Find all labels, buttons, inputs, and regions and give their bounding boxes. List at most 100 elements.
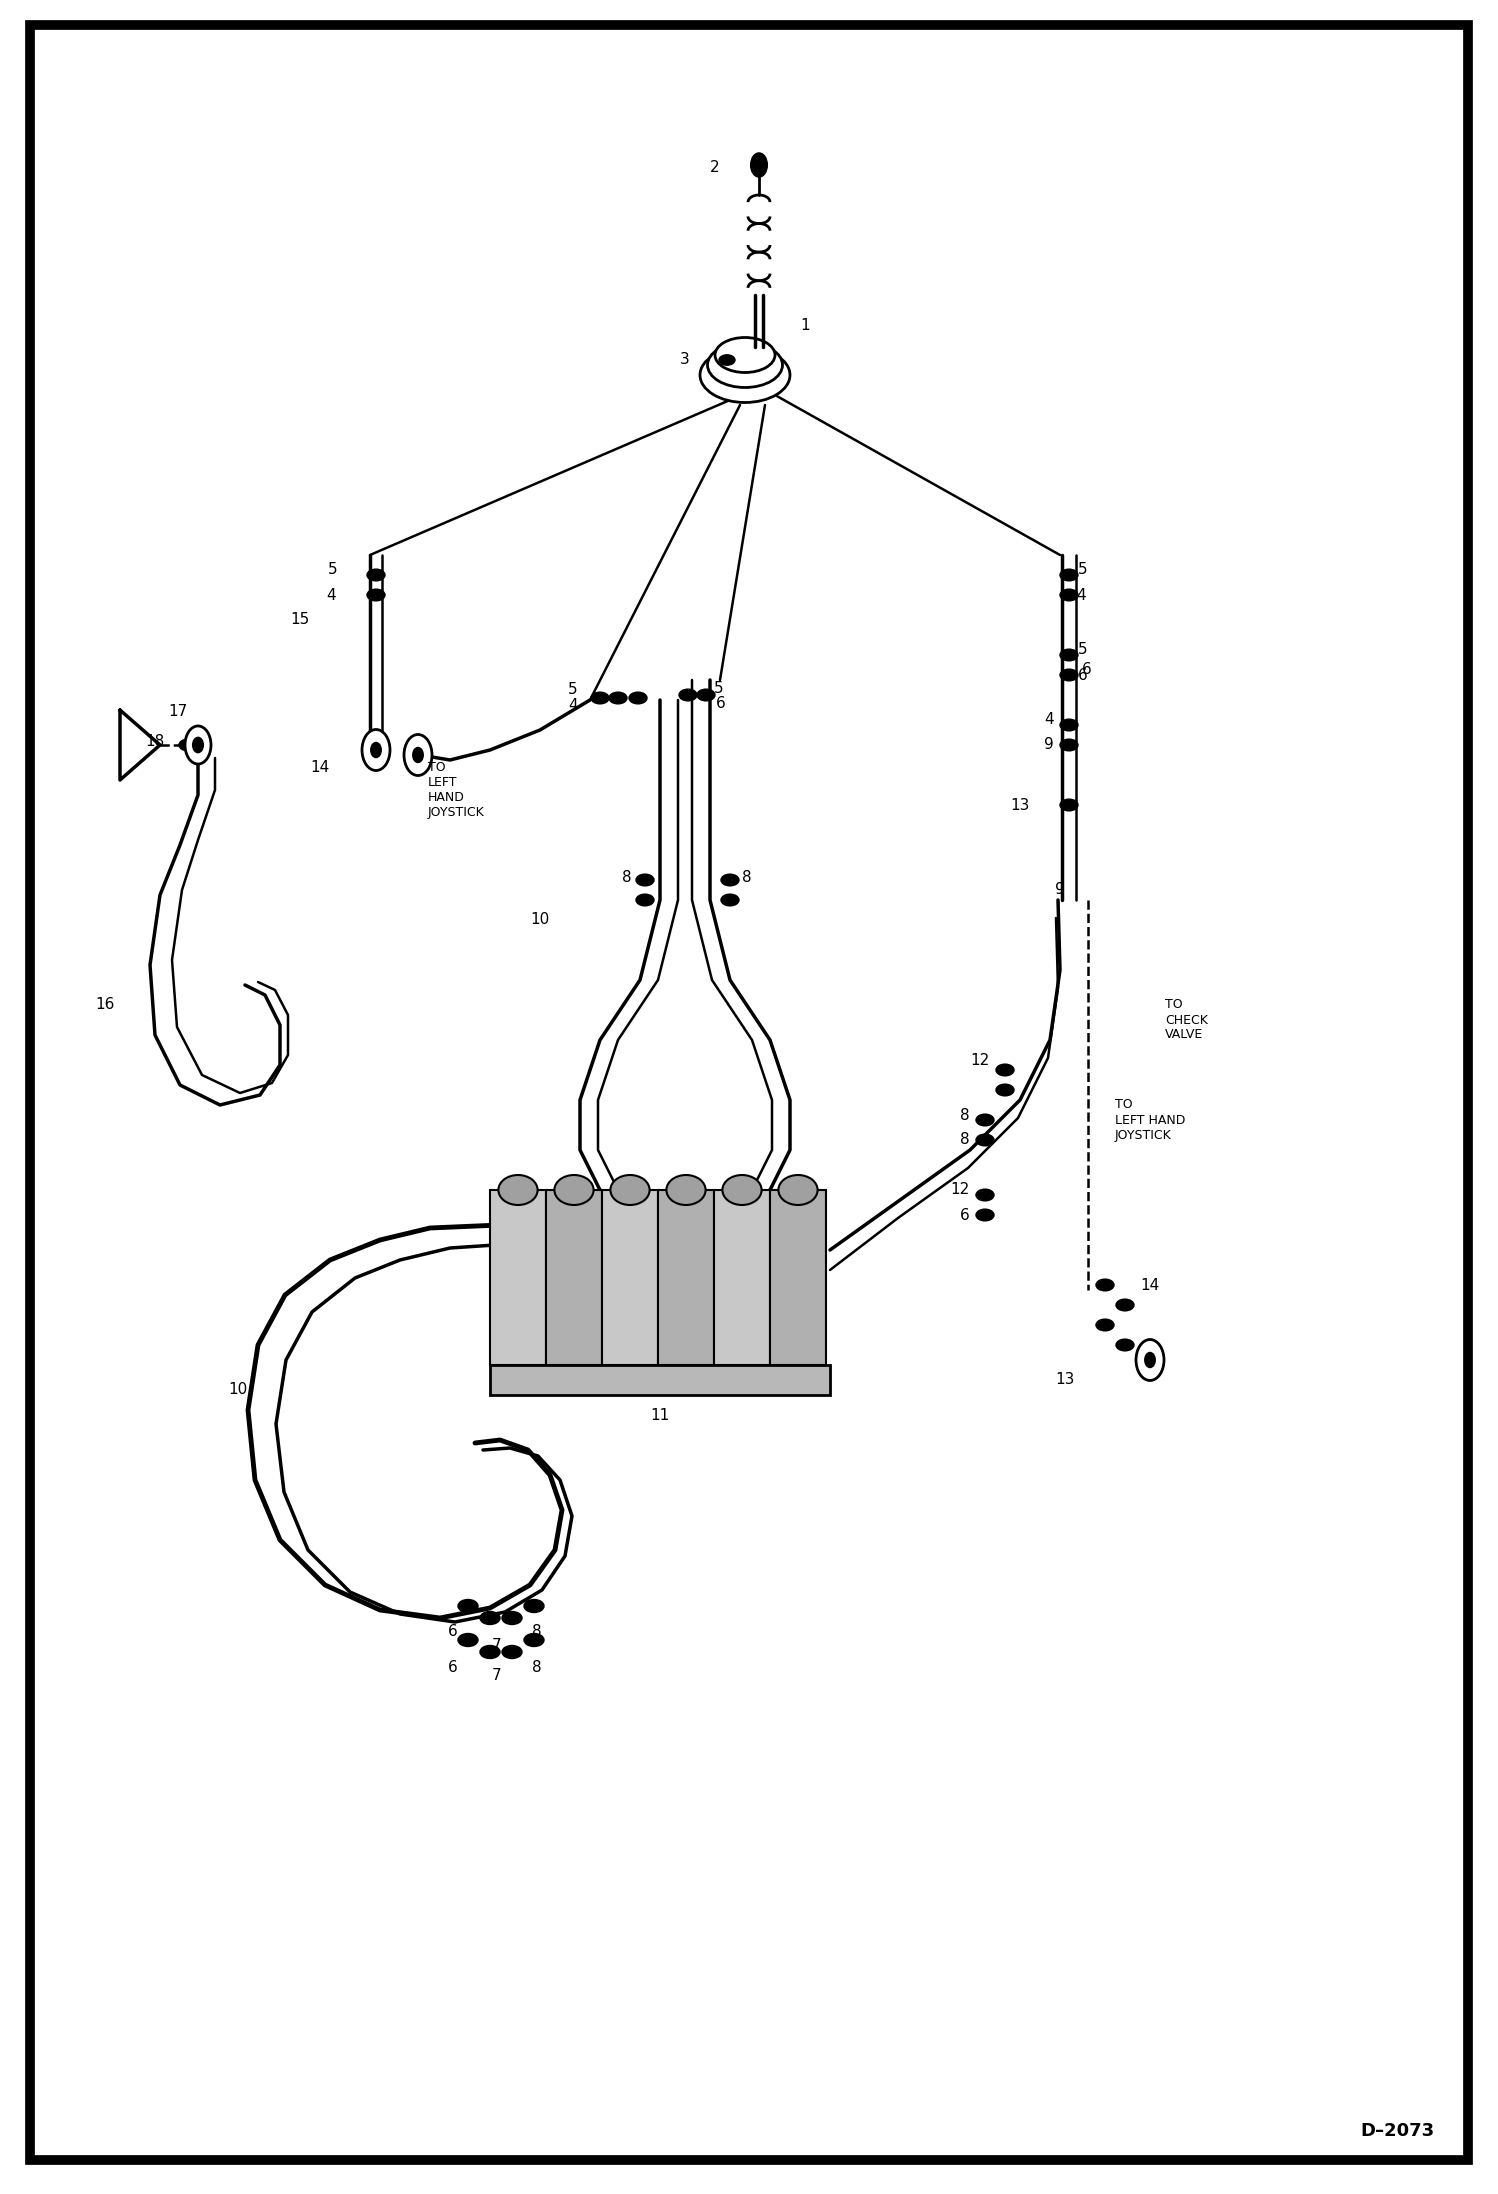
Ellipse shape bbox=[707, 342, 782, 388]
Text: 8: 8 bbox=[742, 869, 752, 884]
Ellipse shape bbox=[524, 1635, 544, 1646]
Text: 5: 5 bbox=[568, 682, 578, 698]
Ellipse shape bbox=[679, 689, 697, 700]
Ellipse shape bbox=[524, 1599, 544, 1613]
Text: 9: 9 bbox=[1044, 737, 1053, 753]
Text: 11: 11 bbox=[650, 1409, 670, 1422]
Ellipse shape bbox=[554, 1176, 593, 1205]
Ellipse shape bbox=[779, 1176, 818, 1205]
Ellipse shape bbox=[722, 1176, 761, 1205]
Ellipse shape bbox=[458, 1599, 478, 1613]
Text: 5: 5 bbox=[328, 562, 337, 577]
Ellipse shape bbox=[629, 691, 647, 704]
Ellipse shape bbox=[1116, 1338, 1134, 1352]
Ellipse shape bbox=[977, 1189, 995, 1200]
Bar bbox=[490, 1189, 545, 1365]
Ellipse shape bbox=[1061, 568, 1079, 581]
Text: TO
LEFT
HAND
JOYSTICK: TO LEFT HAND JOYSTICK bbox=[428, 761, 485, 818]
Ellipse shape bbox=[637, 873, 655, 886]
Bar bbox=[715, 1189, 770, 1365]
Text: 9: 9 bbox=[1055, 882, 1065, 897]
Text: 8: 8 bbox=[960, 1132, 969, 1147]
Circle shape bbox=[750, 154, 767, 178]
Ellipse shape bbox=[637, 895, 655, 906]
Text: 14: 14 bbox=[310, 761, 330, 774]
Ellipse shape bbox=[1061, 799, 1079, 812]
Bar bbox=[770, 1189, 825, 1365]
Circle shape bbox=[1135, 1341, 1164, 1380]
Text: 13: 13 bbox=[1055, 1373, 1074, 1387]
Text: 1: 1 bbox=[800, 318, 809, 333]
Text: 8: 8 bbox=[960, 1108, 969, 1123]
Ellipse shape bbox=[1097, 1279, 1115, 1290]
Ellipse shape bbox=[499, 1176, 538, 1205]
Text: TO
CHECK
VALVE: TO CHECK VALVE bbox=[1165, 998, 1207, 1042]
Ellipse shape bbox=[1061, 720, 1079, 731]
Text: 10: 10 bbox=[530, 913, 550, 928]
Circle shape bbox=[372, 744, 380, 757]
Circle shape bbox=[193, 737, 204, 753]
Text: 5: 5 bbox=[715, 680, 724, 695]
Bar bbox=[490, 1365, 830, 1395]
Circle shape bbox=[1144, 1354, 1155, 1367]
Ellipse shape bbox=[977, 1209, 995, 1220]
Text: 6: 6 bbox=[716, 695, 725, 711]
Ellipse shape bbox=[610, 691, 628, 704]
Circle shape bbox=[363, 728, 389, 770]
Ellipse shape bbox=[458, 1635, 478, 1646]
Text: 8: 8 bbox=[622, 869, 632, 884]
Circle shape bbox=[413, 748, 422, 761]
Ellipse shape bbox=[700, 347, 789, 402]
Text: 3: 3 bbox=[680, 353, 689, 369]
Ellipse shape bbox=[1116, 1299, 1134, 1310]
Ellipse shape bbox=[1061, 669, 1079, 680]
Ellipse shape bbox=[667, 1176, 706, 1205]
Text: 6: 6 bbox=[1079, 667, 1088, 682]
Text: 6: 6 bbox=[1082, 663, 1092, 678]
Text: 2: 2 bbox=[710, 160, 719, 176]
Ellipse shape bbox=[178, 739, 198, 750]
Ellipse shape bbox=[721, 873, 739, 886]
Text: 8: 8 bbox=[532, 1624, 542, 1639]
Ellipse shape bbox=[719, 355, 736, 364]
Ellipse shape bbox=[977, 1115, 995, 1126]
Text: 14: 14 bbox=[1140, 1277, 1159, 1292]
Text: 13: 13 bbox=[1010, 796, 1029, 812]
Ellipse shape bbox=[996, 1084, 1014, 1095]
Text: TO
LEFT HAND
JOYSTICK: TO LEFT HAND JOYSTICK bbox=[1115, 1099, 1185, 1141]
Ellipse shape bbox=[367, 568, 385, 581]
Circle shape bbox=[404, 735, 431, 774]
Text: 6: 6 bbox=[448, 1661, 458, 1676]
Text: 8: 8 bbox=[532, 1661, 542, 1676]
Text: 4: 4 bbox=[1044, 713, 1053, 728]
Ellipse shape bbox=[1097, 1319, 1115, 1332]
Text: 6: 6 bbox=[448, 1624, 458, 1639]
Ellipse shape bbox=[479, 1646, 500, 1659]
Ellipse shape bbox=[996, 1064, 1014, 1075]
Ellipse shape bbox=[1061, 590, 1079, 601]
Ellipse shape bbox=[697, 689, 715, 700]
Text: 7: 7 bbox=[491, 1667, 502, 1683]
Text: 12: 12 bbox=[950, 1183, 969, 1198]
Bar bbox=[545, 1189, 602, 1365]
Ellipse shape bbox=[977, 1134, 995, 1145]
Bar bbox=[602, 1189, 658, 1365]
Text: 4: 4 bbox=[568, 698, 578, 713]
Text: 4: 4 bbox=[1076, 588, 1086, 603]
Text: 18: 18 bbox=[145, 735, 165, 750]
Ellipse shape bbox=[715, 338, 774, 373]
Text: 16: 16 bbox=[94, 998, 114, 1011]
Circle shape bbox=[184, 726, 211, 764]
Bar bbox=[658, 1189, 715, 1365]
Ellipse shape bbox=[1061, 739, 1079, 750]
Text: D–2073: D–2073 bbox=[1360, 2122, 1435, 2139]
Text: 10: 10 bbox=[228, 1382, 247, 1398]
Text: 5: 5 bbox=[1079, 643, 1088, 658]
Text: 15: 15 bbox=[291, 612, 309, 627]
Ellipse shape bbox=[367, 590, 385, 601]
Text: 7: 7 bbox=[491, 1637, 502, 1652]
Ellipse shape bbox=[592, 691, 610, 704]
Ellipse shape bbox=[1061, 649, 1079, 660]
Ellipse shape bbox=[502, 1613, 521, 1624]
Ellipse shape bbox=[479, 1613, 500, 1624]
